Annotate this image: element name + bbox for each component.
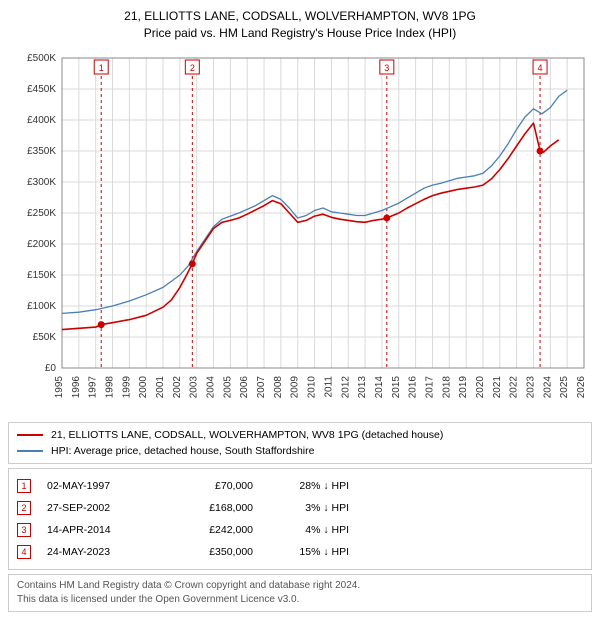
svg-text:£200K: £200K	[27, 239, 56, 250]
svg-text:2007: 2007	[256, 375, 267, 398]
svg-text:2021: 2021	[492, 375, 503, 398]
svg-text:1999: 1999	[121, 375, 132, 398]
svg-text:2024: 2024	[542, 375, 553, 398]
svg-text:1995: 1995	[54, 375, 65, 398]
svg-text:£0: £0	[45, 363, 57, 374]
sale-marker-badge: 1	[17, 479, 31, 493]
svg-text:2003: 2003	[189, 375, 200, 398]
svg-text:2004: 2004	[206, 375, 217, 398]
svg-text:2010: 2010	[307, 375, 318, 398]
svg-text:£400K: £400K	[27, 115, 56, 126]
sale-price: £242,000	[173, 524, 253, 536]
footer-attribution: Contains HM Land Registry data © Crown c…	[8, 574, 592, 612]
svg-text:2018: 2018	[441, 375, 452, 398]
svg-text:2000: 2000	[138, 375, 149, 398]
svg-text:3: 3	[384, 63, 389, 73]
svg-text:2016: 2016	[408, 375, 419, 398]
svg-text:£50K: £50K	[33, 332, 57, 343]
svg-text:2009: 2009	[290, 375, 301, 398]
sales-row: 1 02-MAY-1997 £70,000 28% ↓ HPI	[17, 475, 583, 497]
sales-row: 3 14-APR-2014 £242,000 4% ↓ HPI	[17, 519, 583, 541]
svg-text:2002: 2002	[172, 375, 183, 398]
sale-marker-badge: 3	[17, 523, 31, 537]
sale-diff: 3% ↓ HPI	[269, 502, 349, 514]
sale-diff: 15% ↓ HPI	[269, 546, 349, 558]
sale-date: 27-SEP-2002	[47, 502, 157, 514]
sale-date: 14-APR-2014	[47, 524, 157, 536]
svg-text:2026: 2026	[576, 375, 587, 398]
legend-row: HPI: Average price, detached house, Sout…	[17, 443, 583, 459]
footer-line-1: Contains HM Land Registry data © Crown c…	[17, 579, 583, 593]
legend-swatch	[17, 450, 43, 452]
svg-text:£250K: £250K	[27, 208, 56, 219]
sale-date: 24-MAY-2023	[47, 546, 157, 558]
sale-price: £168,000	[173, 502, 253, 514]
title-line-1: 21, ELLIOTTS LANE, CODSALL, WOLVERHAMPTO…	[8, 8, 592, 25]
sale-price: £350,000	[173, 546, 253, 558]
svg-text:2005: 2005	[222, 375, 233, 398]
svg-text:£300K: £300K	[27, 177, 56, 188]
chart-area: £0 £50K £100K £150K £200K £250K £300K £350K £400…	[8, 48, 592, 418]
svg-text:2017: 2017	[424, 375, 435, 398]
svg-text:2014: 2014	[374, 375, 385, 398]
svg-text:£350K: £350K	[27, 146, 56, 157]
legend-swatch	[17, 434, 43, 436]
legend-label: 21, ELLIOTTS LANE, CODSALL, WOLVERHAMPTO…	[51, 429, 443, 441]
svg-text:2013: 2013	[357, 375, 368, 398]
svg-text:2006: 2006	[239, 375, 250, 398]
svg-text:1997: 1997	[88, 375, 99, 398]
svg-text:2: 2	[190, 63, 195, 73]
sale-diff: 28% ↓ HPI	[269, 480, 349, 492]
svg-text:2001: 2001	[155, 375, 166, 398]
svg-text:2022: 2022	[509, 375, 520, 398]
svg-text:2011: 2011	[323, 375, 334, 397]
svg-text:2020: 2020	[475, 375, 486, 398]
sale-marker-badge: 4	[17, 545, 31, 559]
footer-line-2: This data is licensed under the Open Gov…	[17, 593, 583, 607]
svg-text:1996: 1996	[71, 375, 82, 398]
sale-date: 02-MAY-1997	[47, 480, 157, 492]
svg-text:2008: 2008	[273, 375, 284, 398]
svg-text:2019: 2019	[458, 375, 469, 398]
chart-title-block: 21, ELLIOTTS LANE, CODSALL, WOLVERHAMPTO…	[8, 8, 592, 42]
legend-label: HPI: Average price, detached house, Sout…	[51, 445, 314, 457]
svg-text:£500K: £500K	[27, 53, 56, 64]
svg-text:2025: 2025	[559, 375, 570, 398]
legend-row: 21, ELLIOTTS LANE, CODSALL, WOLVERHAMPTO…	[17, 427, 583, 443]
sales-row: 2 27-SEP-2002 £168,000 3% ↓ HPI	[17, 497, 583, 519]
sale-price: £70,000	[173, 480, 253, 492]
svg-text:£450K: £450K	[27, 84, 56, 95]
sale-marker-badge: 2	[17, 501, 31, 515]
legend-box: 21, ELLIOTTS LANE, CODSALL, WOLVERHAMPTO…	[8, 422, 592, 464]
svg-text:1: 1	[99, 63, 104, 73]
sales-row: 4 24-MAY-2023 £350,000 15% ↓ HPI	[17, 541, 583, 563]
svg-text:2023: 2023	[525, 375, 536, 398]
sales-table: 1 02-MAY-1997 £70,000 28% ↓ HPI 2 27-SEP-2002…	[8, 468, 592, 570]
title-line-2: Price paid vs. HM Land Registry's House …	[8, 25, 592, 42]
svg-text:2012: 2012	[340, 375, 351, 398]
svg-text:2015: 2015	[391, 375, 402, 398]
sale-diff: 4% ↓ HPI	[269, 524, 349, 536]
price-chart-svg: £0 £50K £100K £150K £200K £250K £300K £350K £400…	[8, 48, 592, 418]
svg-text:1998: 1998	[105, 375, 116, 398]
svg-text:£150K: £150K	[27, 270, 56, 281]
svg-text:4: 4	[538, 63, 543, 73]
svg-text:£100K: £100K	[27, 301, 56, 312]
